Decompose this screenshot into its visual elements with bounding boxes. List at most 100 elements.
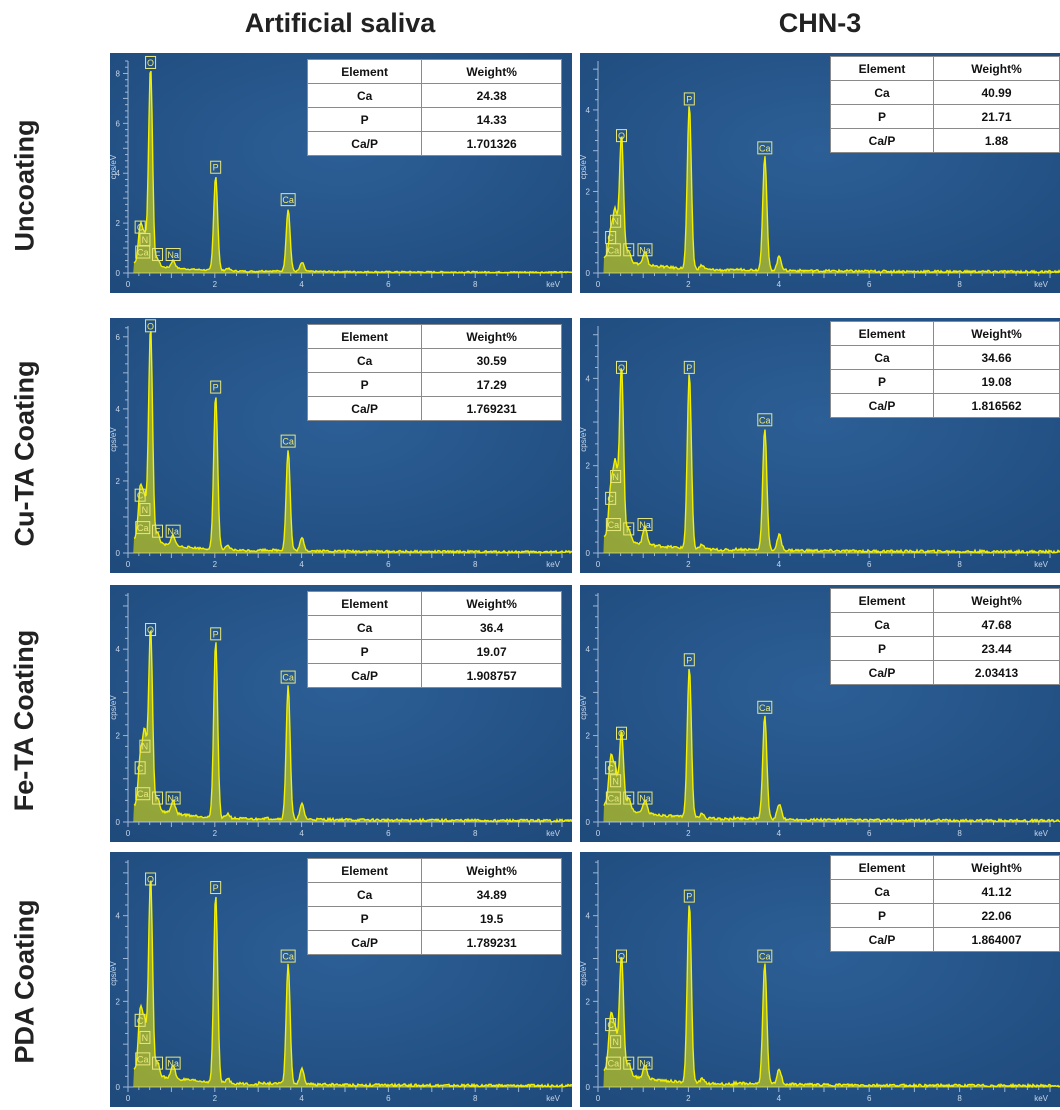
table-cell-weight: 1.789231 xyxy=(421,930,562,955)
spectrum-panel: 0 2 4 6 8 0 2 4 keV cps/eV N O C Ca F Na P Ca Element Weigh… xyxy=(580,318,1060,573)
row-title-label: Fe-TA Coating xyxy=(9,629,40,811)
y-axis-label: cps/eV xyxy=(110,427,118,452)
peak-label: Ca xyxy=(135,245,151,259)
table-cell-element: P xyxy=(829,369,935,394)
table-cell-weight: 1.908757 xyxy=(421,663,562,688)
table-cell-element: Ca/P xyxy=(829,660,935,685)
table-cell-weight: 17.29 xyxy=(421,372,562,397)
table-header-element: Element xyxy=(306,591,423,616)
x-tick-label: 0 xyxy=(596,1094,601,1103)
x-tick-label: 0 xyxy=(126,1094,131,1103)
peak-label: C xyxy=(134,1013,146,1027)
svg-text:Ca: Ca xyxy=(282,952,294,962)
x-tick-label: 0 xyxy=(126,280,131,289)
table-cell-element: P xyxy=(829,636,935,661)
table-header-element: Element xyxy=(829,588,935,613)
spectrum-line xyxy=(133,331,572,555)
svg-text:O: O xyxy=(618,729,625,739)
table-row: P 19.08 xyxy=(829,369,1060,394)
peak-label: Ca xyxy=(280,193,296,207)
table-header-weight: Weight% xyxy=(933,56,1060,81)
svg-text:F: F xyxy=(155,527,161,537)
peak-label: O xyxy=(616,129,628,143)
spectrum-panel: 0 2 4 6 8 0 2 4 keV cps/eV N C O Ca F Na P Ca Element Weigh… xyxy=(110,585,572,842)
weight-table: Element Weight% Ca 30.59 P 17.29 Ca/P 1.769231 xyxy=(306,324,562,421)
weight-table: Element Weight% Ca 47.68 P 23.44 Ca/P 2.03413 xyxy=(829,588,1060,685)
y-tick-label: 2 xyxy=(586,462,591,471)
table-header-weight: Weight% xyxy=(421,59,562,84)
x-tick-label: 2 xyxy=(213,1094,218,1103)
svg-text:C: C xyxy=(607,763,614,773)
y-tick-label: 0 xyxy=(586,549,591,558)
x-tick-label: 4 xyxy=(299,1094,304,1103)
svg-text:Na: Na xyxy=(167,250,179,260)
svg-text:O: O xyxy=(618,952,625,962)
table-cell-weight: 47.68 xyxy=(933,612,1060,637)
peak-label: O xyxy=(145,319,157,333)
table-cell-element: P xyxy=(306,639,423,664)
table-cell-weight: 19.5 xyxy=(421,906,562,931)
svg-text:N: N xyxy=(142,1033,149,1043)
row-title-fe-ta: Fe-TA Coating xyxy=(0,585,50,855)
svg-text:Ca: Ca xyxy=(759,143,771,153)
table-header-element: Element xyxy=(306,324,423,349)
table-cell-element: Ca xyxy=(306,882,423,907)
x-axis-label: keV xyxy=(546,280,560,289)
svg-text:P: P xyxy=(213,883,219,893)
x-tick-label: 4 xyxy=(777,829,782,838)
x-tick-label: 4 xyxy=(299,560,304,569)
x-tick-label: 4 xyxy=(777,560,782,569)
table-cell-element: Ca/P xyxy=(306,663,423,688)
table-cell-element: Ca/P xyxy=(306,396,423,421)
x-tick-label: 4 xyxy=(299,829,304,838)
table-cell-weight: 24.38 xyxy=(421,83,562,108)
y-tick-label: 2 xyxy=(116,997,121,1006)
table-cell-weight: 22.06 xyxy=(933,903,1060,928)
svg-text:Ca: Ca xyxy=(759,415,771,425)
weight-table: Element Weight% Ca 41.12 P 22.06 Ca/P 1.864007 xyxy=(829,855,1060,952)
x-tick-label: 6 xyxy=(386,829,391,838)
svg-text:Na: Na xyxy=(639,520,651,530)
peak-label: F xyxy=(623,243,635,257)
x-axis-label: keV xyxy=(546,1094,560,1103)
table-cell-element: Ca xyxy=(829,345,935,370)
weight-table: Element Weight% Ca 24.38 P 14.33 Ca/P 1.701326 xyxy=(306,59,562,156)
peak-label: Ca xyxy=(280,949,296,963)
y-tick-label: 4 xyxy=(586,645,591,654)
spectrum-panel: 0 2 4 6 8 0 2 4 keV cps/eV C N O Ca F Na P Ca Element Weigh… xyxy=(580,852,1060,1107)
row-title-cu-ta: Cu-TA Coating xyxy=(0,318,50,588)
spectrum-line xyxy=(133,629,572,824)
svg-text:F: F xyxy=(626,794,632,804)
peak-label: Na xyxy=(165,791,181,805)
svg-text:Na: Na xyxy=(167,527,179,537)
y-tick-label: 0 xyxy=(586,818,591,827)
svg-text:Ca: Ca xyxy=(608,794,620,804)
peak-label: O xyxy=(616,360,628,374)
y-tick-label: 4 xyxy=(586,374,591,383)
y-tick-label: 2 xyxy=(586,187,591,196)
peak-label: P xyxy=(683,653,695,667)
peak-label: P xyxy=(210,160,222,174)
table-header-element: Element xyxy=(306,858,423,883)
peak-label: F xyxy=(152,524,164,538)
svg-text:C: C xyxy=(607,494,614,504)
x-tick-label: 2 xyxy=(213,280,218,289)
table-cell-element: Ca/P xyxy=(829,927,935,952)
table-cell-weight: 40.99 xyxy=(933,80,1060,105)
table-cell-weight: 30.59 xyxy=(421,348,562,373)
x-tick-label: 6 xyxy=(386,560,391,569)
spectrum-line xyxy=(603,368,1060,555)
x-tick-label: 0 xyxy=(596,560,601,569)
peak-label: P xyxy=(210,627,222,641)
table-row: Ca/P 1.769231 xyxy=(306,396,562,421)
peak-label: Na xyxy=(637,243,653,257)
table-cell-weight: 21.71 xyxy=(933,104,1060,129)
x-tick-label: 8 xyxy=(473,560,478,569)
y-axis-label: cps/eV xyxy=(110,961,118,986)
spectrum-panel: 0 2 4 6 8 0 2 4 6 8 keV cps/eV C N O Ca F Na P Ca Element Wei… xyxy=(110,53,572,293)
peak-label: F xyxy=(623,522,635,536)
table-cell-element: Ca/P xyxy=(306,131,423,156)
svg-text:Ca: Ca xyxy=(282,673,294,683)
weight-table: Element Weight% Ca 36.4 P 19.07 Ca/P 1.908757 xyxy=(306,591,562,688)
peak-label: C xyxy=(605,1018,617,1032)
